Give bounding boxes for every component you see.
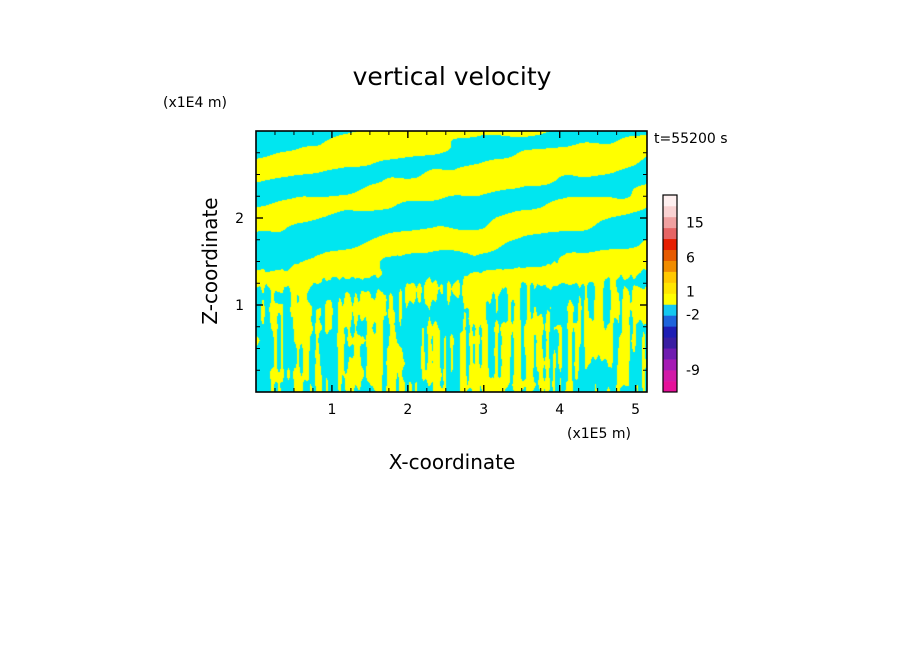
colorbar-legend: 15 6 1 -2 -9: [662, 194, 704, 393]
y-tick-label: 1: [235, 298, 244, 314]
colorbar-level-swatch: [663, 227, 677, 240]
colorbar-label: 15: [686, 215, 704, 231]
x-tick-label: 2: [403, 402, 412, 418]
x-tick-label: 4: [555, 402, 564, 418]
colorbar-level-swatch: [663, 370, 677, 382]
colorbar-level-swatch: [663, 304, 677, 316]
colorbar-level-swatch: [663, 381, 677, 393]
colorbar-level-swatch: [663, 249, 677, 261]
y-multiplier-label: (x1E4 m): [163, 95, 227, 111]
colorbar-level-swatch: [663, 260, 677, 272]
velocity-contour-raster: [256, 131, 647, 392]
colorbar-level-swatch: [663, 271, 677, 283]
colorbar-level-swatch: [663, 195, 677, 207]
y-tick-label: 2: [235, 211, 244, 227]
x-tick-label: 5: [631, 402, 640, 418]
y-axis-label: Z-coordinate: [198, 197, 222, 324]
y-axis-ticks: 12: [235, 152, 647, 371]
colorbar-level-swatch: [663, 326, 677, 338]
x-multiplier-label: (x1E5 m): [567, 426, 631, 442]
colorbar-label: 1: [686, 284, 695, 300]
colorbar-level-swatch: [663, 216, 677, 229]
velocity-contour-field: [256, 131, 647, 392]
colorbar-level-swatch: [663, 282, 677, 294]
colorbar-level-swatch: [663, 315, 677, 327]
colorbar-label: 6: [686, 250, 695, 266]
x-tick-label: 3: [479, 402, 488, 418]
time-label: t=55200 s: [654, 131, 728, 147]
chart-title: vertical velocity: [353, 62, 552, 91]
x-axis-ticks: 1 2 3 4 5: [274, 131, 640, 418]
colorbar-level-swatch: [663, 238, 677, 251]
colorbar-level-swatch: [663, 337, 677, 349]
colorbar-level-swatch: [663, 293, 677, 305]
colorbar-label: -2: [686, 307, 700, 323]
x-axis-label: X-coordinate: [389, 450, 516, 474]
colorbar-level-swatch: [663, 359, 677, 371]
x-tick-label: 1: [327, 402, 336, 418]
colorbar-level-swatch: [663, 205, 677, 218]
colorbar-level-swatch: [663, 348, 677, 360]
colorbar-label: -9: [686, 363, 700, 379]
colorbar-frame: [662, 194, 678, 393]
